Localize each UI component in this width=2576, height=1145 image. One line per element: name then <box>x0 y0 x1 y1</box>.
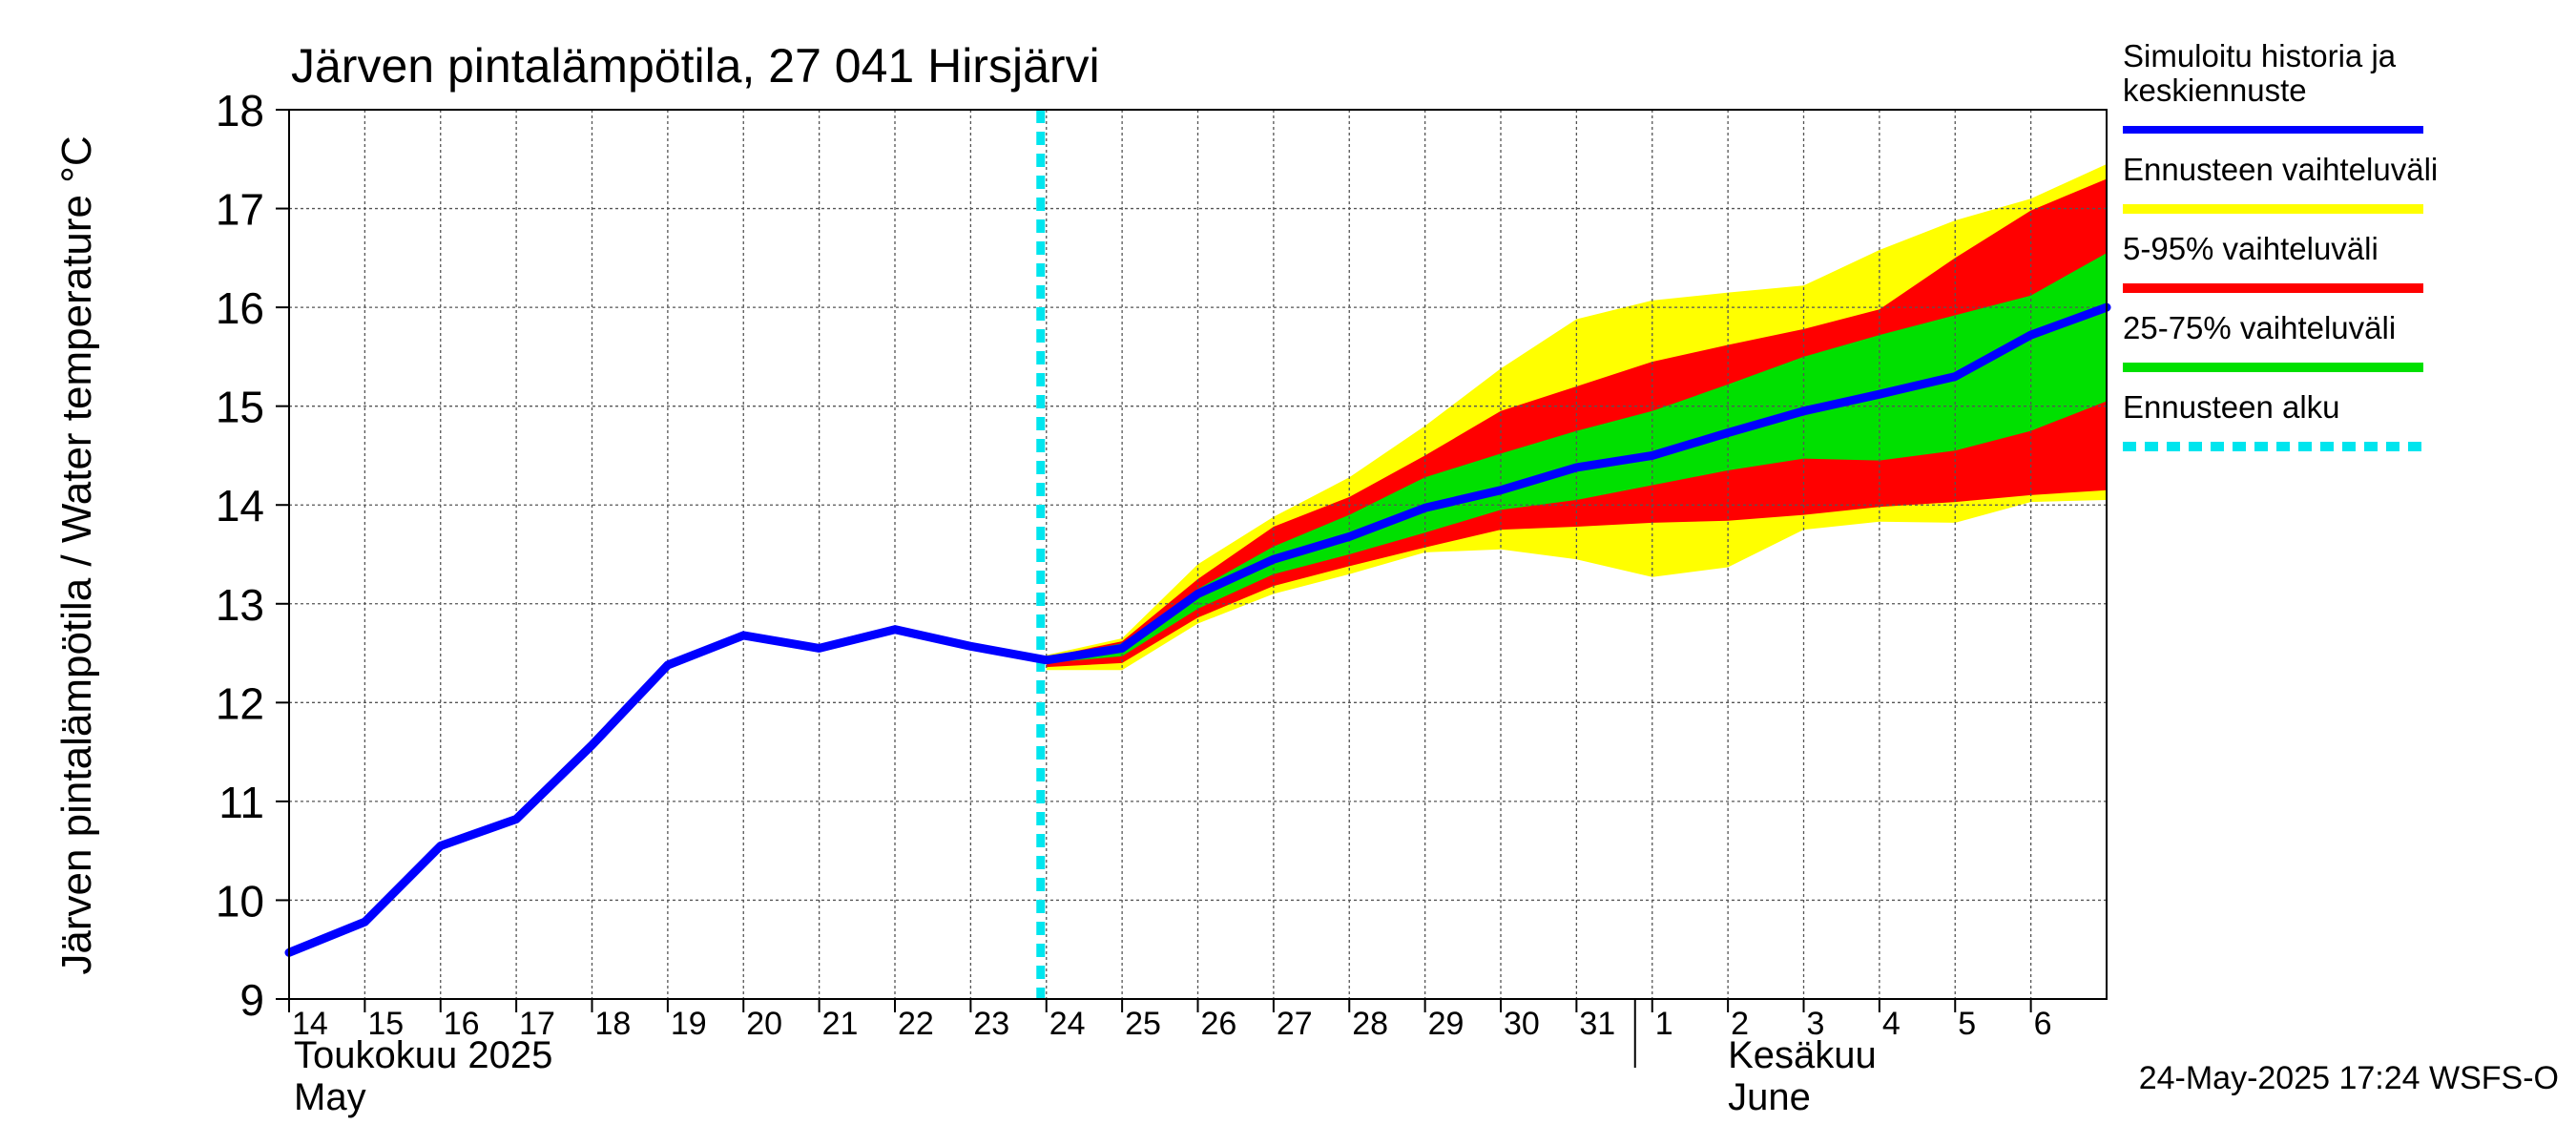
band-2 <box>1046 253 2107 663</box>
x-tick-label: 14 <box>292 1006 328 1042</box>
chart-title: Järven pintalämpötila, 27 041 Hirsjärvi <box>291 39 1100 93</box>
median-line <box>284 302 2111 957</box>
x-tick-label: 3 <box>1807 1006 1825 1042</box>
y-tick-label: 15 <box>216 383 264 432</box>
x-tick-label: 23 <box>973 1006 1009 1042</box>
legend-label-4: Ennusteen alku <box>2123 389 2340 425</box>
x-tick-label: 2 <box>1731 1006 1749 1042</box>
month-label-en: June <box>1728 1076 1811 1118</box>
x-tick-label: 25 <box>1125 1006 1161 1042</box>
y-axis-label: Järven pintalämpötila / Water temperatur… <box>53 135 100 974</box>
x-tick-label: 18 <box>595 1006 632 1042</box>
x-tick-label: 31 <box>1579 1006 1615 1042</box>
legend-label-0: keskiennuste <box>2123 73 2307 108</box>
x-tick-label: 20 <box>746 1006 782 1042</box>
x-tick-label: 24 <box>1049 1006 1086 1042</box>
x-tick-label: 27 <box>1277 1006 1313 1042</box>
y-tick-label: 11 <box>218 778 264 827</box>
x-tick-label: 21 <box>822 1006 859 1042</box>
x-tick-label: 28 <box>1352 1006 1388 1042</box>
x-tick-label: 26 <box>1201 1006 1237 1042</box>
x-tick-label: 17 <box>519 1006 555 1042</box>
series-lines <box>284 110 2111 999</box>
x-tick-label: 1 <box>1655 1006 1673 1042</box>
y-tick-label: 18 <box>216 86 264 135</box>
y-tick-label: 17 <box>216 185 264 235</box>
x-tick-label: 22 <box>898 1006 934 1042</box>
y-tick-label: 10 <box>216 876 264 926</box>
x-tick-label: 6 <box>2034 1006 2052 1042</box>
y-tick-label: 16 <box>216 283 264 333</box>
month-label-en: May <box>294 1076 366 1118</box>
x-tick-label: 29 <box>1428 1006 1465 1042</box>
month-label-fi: Toukokuu 2025 <box>294 1034 552 1076</box>
y-tick-label: 9 <box>239 975 264 1025</box>
x-tick-label: 16 <box>444 1006 480 1042</box>
y-tick-label: 12 <box>216 678 264 728</box>
x-tick-label: 30 <box>1504 1006 1540 1042</box>
y-tick-label: 14 <box>216 481 264 531</box>
timestamp: 24-May-2025 17:24 WSFS-O <box>2139 1060 2559 1096</box>
legend-label-3: 25-75% vaihteluväli <box>2123 310 2396 345</box>
legend-label-0: Simuloitu historia ja <box>2123 38 2397 73</box>
x-tick-label: 15 <box>367 1006 404 1042</box>
x-tick-label: 4 <box>1882 1006 1901 1042</box>
y-tick-label: 13 <box>216 580 264 630</box>
x-tick-label: 19 <box>671 1006 707 1042</box>
month-label-fi: Kesäkuu <box>1728 1034 1877 1076</box>
x-tick-label: 5 <box>1958 1006 1976 1042</box>
legend-label-1: Ennusteen vaihteluväli <box>2123 152 2438 187</box>
legend-label-2: 5-95% vaihteluväli <box>2123 231 2379 266</box>
